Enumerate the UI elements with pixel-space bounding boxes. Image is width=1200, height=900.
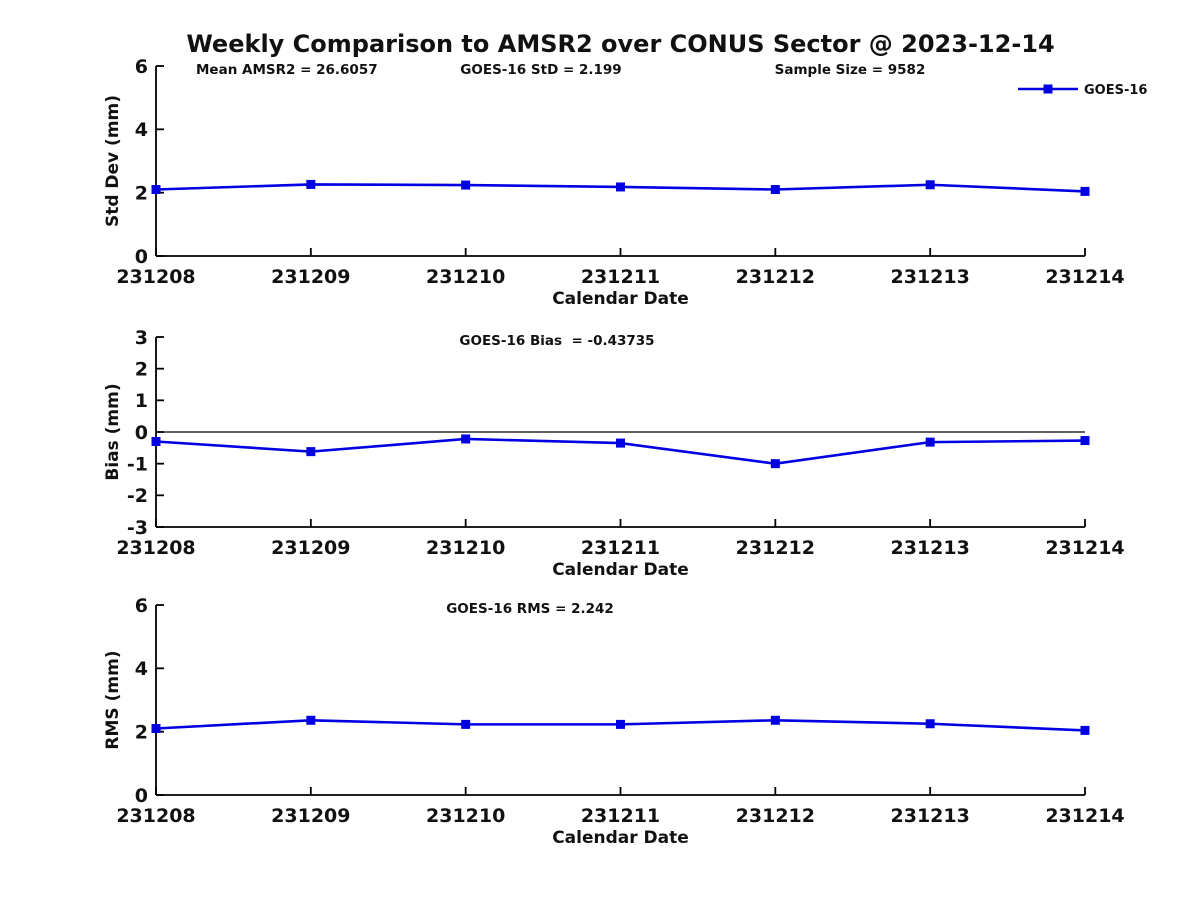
data-point-marker	[616, 182, 625, 192]
x-tick-label: 231208	[116, 805, 195, 827]
x-tick-label: 231211	[581, 537, 660, 559]
x-tick-label: 231209	[271, 537, 350, 559]
x-tick-label: 231211	[581, 266, 660, 288]
x-axis-label: Calendar Date	[552, 828, 689, 848]
x-tick-label: 231208	[116, 266, 195, 288]
y-tick-label: 3	[135, 327, 148, 349]
x-tick-label: 231214	[1045, 266, 1124, 288]
y-tick-label: 0	[135, 785, 148, 807]
legend-label: GOES-16	[1084, 83, 1147, 98]
data-point-marker	[616, 438, 625, 448]
figure-title: Weekly Comparison to AMSR2 over CONUS Se…	[186, 30, 1055, 58]
x-tick-label: 231212	[736, 266, 815, 288]
data-point-marker	[616, 719, 625, 729]
y-tick-label: 6	[135, 56, 148, 78]
annotation-text: GOES-16 StD = 2.199	[460, 62, 621, 78]
y-axis-label: RMS (mm)	[103, 650, 123, 749]
x-tick-label: 231214	[1045, 805, 1124, 827]
data-point-marker	[306, 715, 316, 725]
x-tick-label: 231213	[891, 805, 970, 827]
data-point-marker	[770, 459, 780, 469]
data-point-marker	[151, 724, 161, 733]
data-point-marker	[461, 719, 471, 729]
x-axis-label: Calendar Date	[552, 289, 689, 309]
legend-marker	[1043, 84, 1053, 94]
data-point-marker	[925, 719, 935, 729]
data-point-marker	[1080, 186, 1090, 196]
x-tick-label: 231214	[1045, 537, 1124, 559]
x-tick-label: 231210	[426, 805, 505, 827]
data-point-marker	[151, 437, 161, 446]
x-tick-label: 231213	[891, 266, 970, 288]
x-tick-label: 231213	[891, 537, 970, 559]
data-point-marker	[925, 180, 935, 190]
y-tick-label: 2	[135, 722, 148, 744]
y-tick-label: -2	[127, 485, 148, 507]
y-axis-label: Bias (mm)	[103, 383, 123, 480]
annotation-text: Sample Size = 9582	[775, 62, 926, 78]
x-axis-label: Calendar Date	[552, 560, 689, 580]
subplot-bias: -3 -2 -1 0 1 2 3 231208 231209 231210 231211 231212…	[103, 327, 1125, 580]
x-tick-label: 231209	[271, 805, 350, 827]
annotation-text: GOES-16 RMS = 2.242	[446, 601, 614, 617]
data-point-marker	[306, 179, 316, 189]
y-tick-label: 6	[135, 595, 148, 617]
data-point-marker	[1080, 725, 1090, 735]
data-point-marker	[151, 185, 161, 194]
data-point-marker	[461, 434, 471, 444]
x-tick-label: 231209	[271, 266, 350, 288]
legend: GOES-16	[1018, 83, 1147, 98]
x-tick-label: 231211	[581, 805, 660, 827]
y-tick-label: -1	[127, 454, 148, 476]
y-tick-label: 1	[135, 390, 148, 412]
data-point-marker	[770, 715, 780, 725]
y-tick-label: 2	[135, 359, 148, 381]
annotation-text: GOES-16 Bias = -0.43735	[459, 333, 654, 349]
y-axis-label: Std Dev (mm)	[103, 95, 123, 227]
data-point-marker	[1080, 436, 1090, 446]
y-tick-label: 4	[135, 658, 148, 680]
y-tick-label: -3	[127, 517, 148, 539]
subplot-rms: 0 2 4 6 231208 231209 231210 231211 231212 231213…	[103, 595, 1125, 848]
x-tick-label: 231210	[426, 266, 505, 288]
y-tick-label: 0	[135, 422, 148, 444]
y-tick-label: 2	[135, 183, 148, 205]
data-point-marker	[770, 185, 780, 194]
x-tick-label: 231212	[736, 805, 815, 827]
x-tick-label: 231208	[116, 537, 195, 559]
data-point-marker	[925, 437, 935, 447]
data-point-marker	[306, 447, 316, 457]
y-tick-label: 0	[135, 246, 148, 268]
annotation-text: Mean AMSR2 = 26.6057	[196, 62, 378, 78]
subplot-std-dev: 0 2 4 6 231208 231209 231210 231211 231212 231213…	[103, 56, 1147, 309]
x-tick-label: 231210	[426, 537, 505, 559]
x-tick-label: 231212	[736, 537, 815, 559]
data-point-marker	[461, 180, 471, 190]
y-tick-label: 4	[135, 119, 148, 141]
